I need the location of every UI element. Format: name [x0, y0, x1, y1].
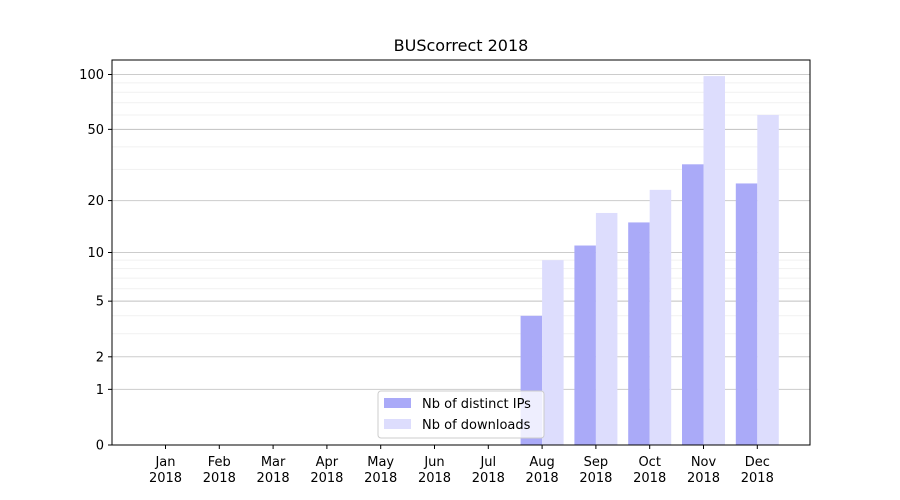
- legend: Nb of distinct IPs Nb of downloads: [377, 390, 545, 439]
- bar-distinct-ips: [682, 164, 704, 445]
- x-tick-label-year: 2018: [687, 471, 720, 486]
- x-tick-label-year: 2018: [526, 471, 559, 486]
- x-tick-label-year: 2018: [579, 471, 612, 486]
- legend-label-downloads: Nb of downloads: [422, 418, 531, 433]
- x-tick-label-year: 2018: [418, 471, 451, 486]
- legend-swatch-downloads: [384, 419, 411, 429]
- bar-distinct-ips: [574, 245, 596, 445]
- x-tick-label-year: 2018: [472, 471, 505, 486]
- legend-swatch-ips: [384, 398, 411, 408]
- legend-label-ips: Nb of distinct IPs: [422, 397, 531, 412]
- x-tick-label-month: Jul: [479, 455, 496, 470]
- x-axis: Jan2018Feb2018Mar2018Apr2018May2018Jun20…: [149, 445, 774, 486]
- y-tick-label: 20: [87, 194, 104, 209]
- bar-distinct-ips: [735, 183, 758, 445]
- x-tick-label-month: Dec: [745, 455, 770, 470]
- bar-downloads: [757, 114, 779, 445]
- x-tick-label-month: Aug: [529, 455, 554, 470]
- x-tick-label-year: 2018: [203, 471, 236, 486]
- x-tick-label-month: May: [367, 455, 394, 470]
- x-tick-label-month: Jan: [154, 455, 175, 470]
- bar-distinct-ips: [628, 222, 650, 445]
- x-tick-label-year: 2018: [633, 471, 666, 486]
- x-tick-label-month: Jun: [423, 455, 444, 470]
- x-tick-label-month: Feb: [208, 455, 231, 470]
- x-tick-label-month: Nov: [691, 455, 717, 470]
- x-tick-label-month: Sep: [584, 455, 609, 470]
- chart-title: BUScorrect 2018: [394, 36, 529, 55]
- y-tick-label: 0: [96, 439, 104, 454]
- y-tick-label: 50: [87, 123, 104, 138]
- bar-downloads: [595, 212, 618, 445]
- grid: [112, 74, 810, 390]
- x-tick-label-year: 2018: [310, 471, 343, 486]
- bar-downloads: [542, 260, 564, 445]
- legend-box: [377, 390, 545, 439]
- x-tick-label-year: 2018: [149, 471, 182, 486]
- bars: [520, 76, 779, 445]
- x-tick-label-month: Mar: [261, 455, 286, 470]
- x-tick-label-year: 2018: [741, 471, 774, 486]
- x-tick-label-month: Apr: [316, 455, 339, 470]
- y-tick-label: 10: [87, 246, 104, 261]
- y-tick-label: 2: [96, 350, 104, 365]
- y-axis: 0 1 2 5 10 20 50 100: [79, 68, 112, 454]
- x-tick-label-month: Oct: [638, 455, 660, 470]
- bar-downloads: [703, 76, 725, 445]
- x-tick-label-year: 2018: [364, 471, 397, 486]
- bar-downloads: [649, 189, 672, 445]
- y-tick-label: 1: [96, 383, 104, 398]
- x-tick-label-year: 2018: [257, 471, 290, 486]
- y-tick-label: 100: [79, 68, 104, 83]
- y-tick-label: 5: [96, 295, 104, 310]
